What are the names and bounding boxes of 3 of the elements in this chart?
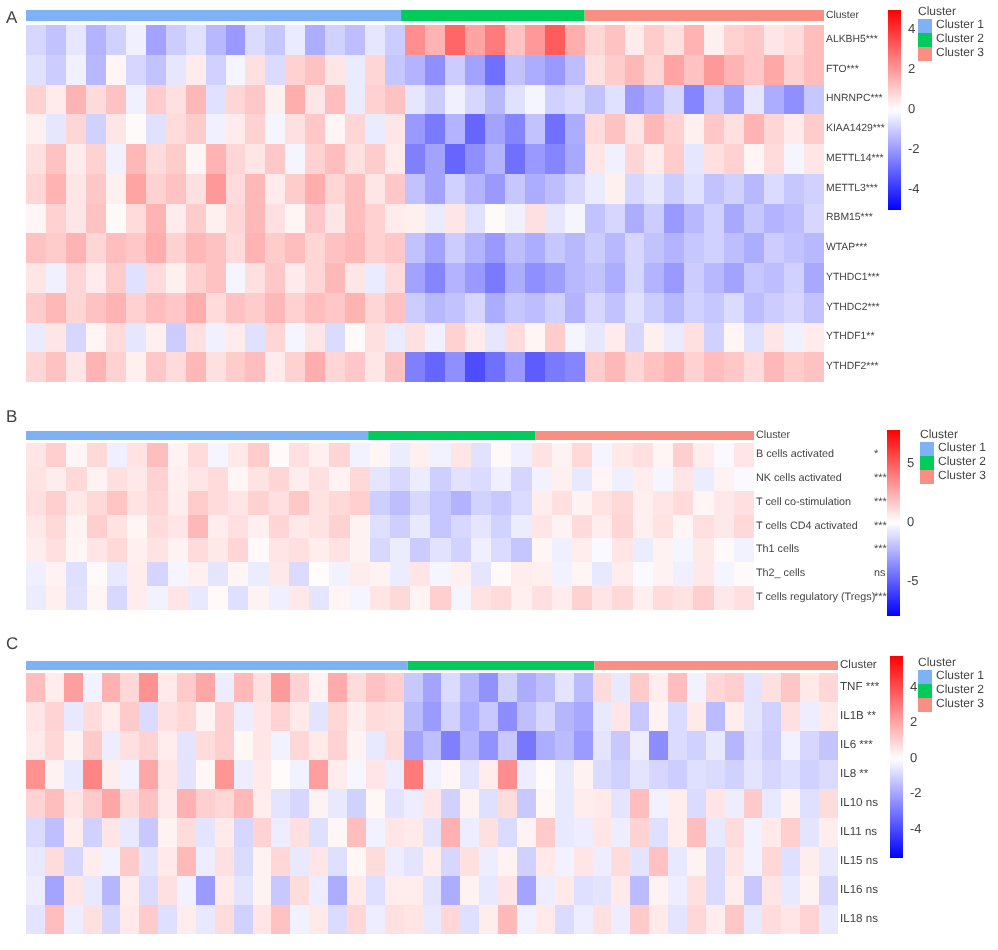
chart-title: C [6,633,19,653]
chart-title: B [6,406,18,426]
chart-title: A [6,7,18,27]
